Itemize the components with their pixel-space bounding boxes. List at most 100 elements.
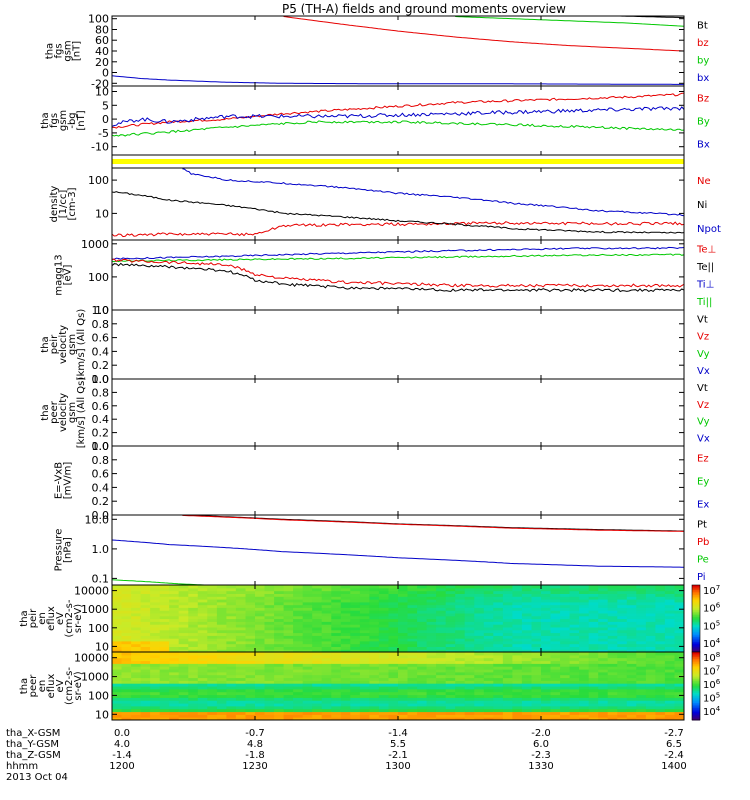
spectrogram-cell (407, 657, 418, 662)
colorbar-cell (692, 585, 700, 588)
spectrogram-cell (436, 607, 447, 611)
spectrogram-cell (445, 680, 456, 684)
spectrogram-cell (121, 686, 132, 690)
spectrogram-cell (588, 601, 599, 606)
spectrogram-cell (541, 593, 552, 597)
spectrogram-cell (483, 585, 494, 589)
spectrogram-cell (474, 587, 485, 592)
spectrogram-cell (226, 717, 237, 720)
spectrogram-cell (445, 717, 456, 720)
spectrogram-cell (521, 708, 532, 713)
spectrogram-cell (226, 711, 237, 715)
spectrogram-cell (445, 705, 456, 710)
spectrogram-cell (541, 688, 552, 693)
spectrogram-cell (626, 705, 637, 710)
spectrogram-cell (598, 635, 609, 639)
spectrogram-cell (207, 671, 218, 676)
spectrogram-cell (312, 683, 323, 687)
spectrogram-cell (426, 646, 437, 650)
spectrogram-cell (626, 660, 637, 664)
colorbar-tick-label: 105 (703, 692, 720, 705)
spectrogram-cell (331, 683, 342, 687)
spectrogram-cell (436, 593, 447, 597)
spectrogram-cell (350, 607, 361, 611)
spectrogram-cell (312, 654, 323, 659)
spectrogram-cell (369, 599, 380, 603)
spectrogram-cell (569, 649, 580, 652)
spectrogram-cell (521, 674, 532, 679)
colorbar-tick-exponent: 4 (716, 705, 721, 713)
spectrogram-cell (331, 632, 342, 636)
spectrogram-cell (197, 624, 208, 628)
spectrogram-cell (493, 674, 504, 679)
spectrogram-cell (607, 657, 618, 662)
spectrogram-cell (674, 657, 684, 662)
spectrogram-cell (169, 708, 180, 713)
spectrogram-cell (312, 674, 323, 679)
spectrogram-cell (302, 657, 313, 662)
spectrogram-cell (626, 717, 637, 720)
spectrogram-cell (436, 635, 447, 639)
spectrogram-cell (216, 691, 227, 696)
spectrogram-cell (112, 612, 123, 617)
spectrogram-cell (483, 694, 494, 698)
spectrogram-cell (359, 711, 370, 715)
spectrogram-cell (579, 643, 590, 647)
spectrogram-cell (398, 632, 409, 636)
spectrogram-cell (674, 643, 684, 647)
spectrogram-cell (378, 638, 389, 642)
spectrogram-cell (245, 652, 256, 656)
spectrogram-cell (169, 711, 180, 715)
spectrogram-cell (235, 666, 246, 670)
spectrogram-cell (398, 624, 409, 628)
spectrogram-cell (274, 697, 285, 701)
spectrogram-cell (331, 674, 342, 679)
spectrogram-cell (283, 660, 294, 664)
spectrogram-cell (331, 660, 342, 664)
spectrogram-cell (455, 599, 466, 603)
spectrogram-cell (445, 652, 456, 656)
spectrogram-cell (407, 717, 418, 720)
spectrogram-cell (302, 700, 313, 704)
spectrogram-cell (331, 697, 342, 701)
spectrogram-cell (131, 640, 142, 645)
colorbar-tick-label: 106 (703, 602, 721, 615)
spectrogram-cell (235, 700, 246, 704)
spectrogram-cell (255, 618, 266, 622)
spectrogram-cell (197, 618, 208, 622)
spectrogram-cell (636, 624, 647, 628)
spectrogram-cell (588, 604, 599, 608)
spectrogram-cell (483, 669, 494, 673)
spectrogram-cell (293, 601, 304, 606)
spectrogram-cell (636, 683, 647, 687)
spectrogram-cell (502, 674, 513, 679)
spectrogram-cell (388, 680, 399, 684)
spectrogram-cell (245, 626, 256, 631)
spectrogram-cell (531, 677, 542, 681)
spectrogram-cell (140, 585, 151, 589)
spectrogram-cell (321, 697, 332, 701)
spectrogram-cell (226, 703, 237, 707)
spectrogram-cell (398, 697, 409, 701)
spectrogram-cell (664, 666, 675, 670)
spectrogram-cell (264, 629, 275, 634)
y-axis-label-line: [1/cc] (58, 190, 69, 219)
spectrogram-cell (617, 632, 628, 636)
spectrogram-cell (350, 624, 361, 628)
spectrogram-cell (112, 615, 123, 620)
spectrogram-cell (502, 714, 513, 718)
spectrogram-cell (626, 587, 637, 592)
spectrogram-cell (655, 638, 666, 642)
spectrogram-cell (426, 680, 437, 684)
spectrogram-cell (407, 629, 418, 634)
spectrogram-cell (188, 621, 199, 625)
spectrogram-cell (455, 697, 466, 701)
spectrogram-cell (150, 590, 161, 594)
spectrogram-cell (560, 677, 571, 681)
legend-Bz: Bz (697, 94, 709, 105)
spectrogram-cell (207, 649, 218, 652)
spectrogram-cell (216, 660, 227, 664)
spectrogram-cell (645, 717, 656, 720)
spectrogram-cell (588, 638, 599, 642)
